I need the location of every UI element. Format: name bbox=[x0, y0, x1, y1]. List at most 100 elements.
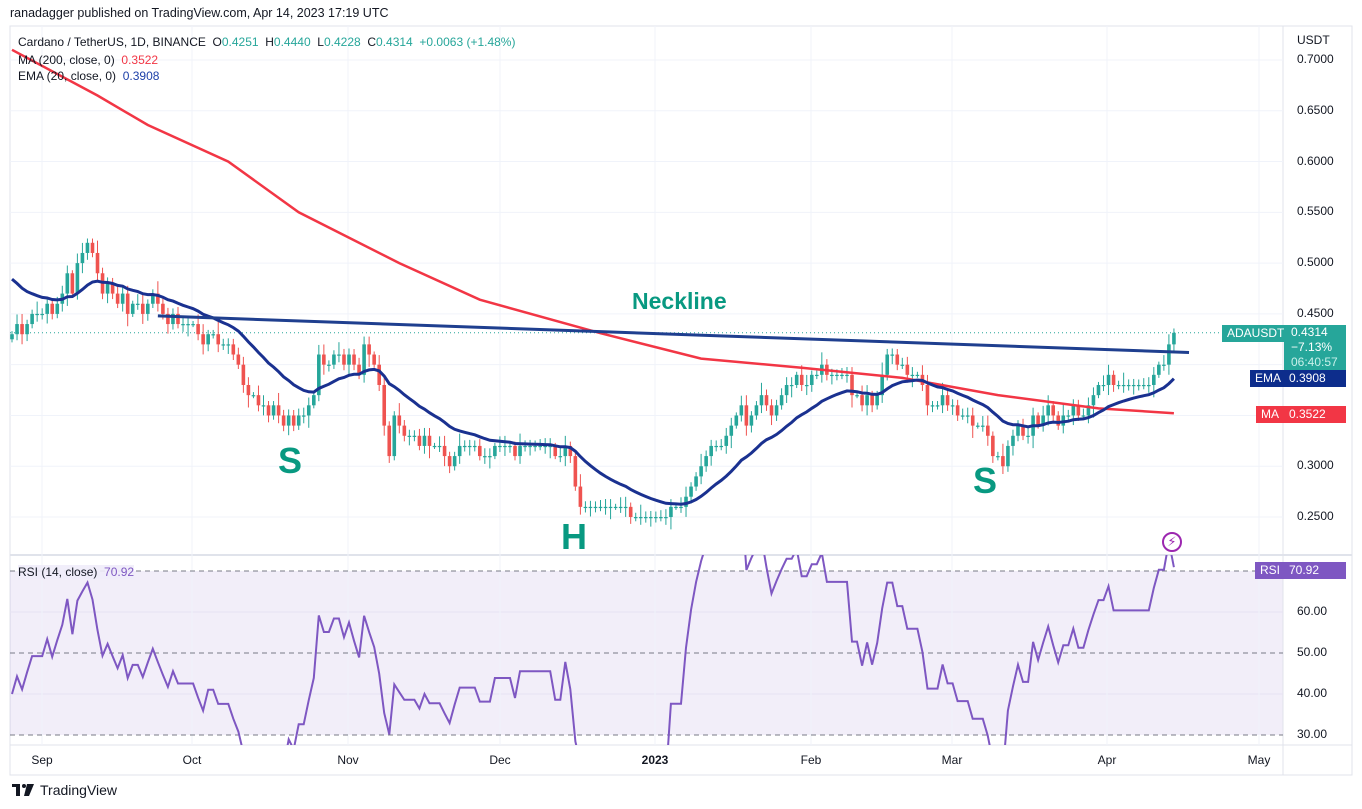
candle bbox=[467, 439, 472, 456]
candle-body bbox=[1146, 384, 1151, 387]
candle bbox=[110, 277, 115, 300]
candle-body bbox=[1106, 374, 1111, 385]
candle bbox=[95, 240, 100, 282]
candle-body bbox=[236, 354, 241, 365]
time-axis-label: Mar bbox=[941, 753, 963, 767]
price-axis-tick: 0.6000 bbox=[1297, 153, 1334, 168]
price-axis-tick: 0.2500 bbox=[1297, 509, 1334, 524]
candle bbox=[191, 321, 195, 328]
candle bbox=[503, 435, 507, 456]
ema-legend[interactable]: EMA (20, close, 0) 0.3908 bbox=[18, 69, 159, 83]
candle bbox=[1096, 381, 1101, 399]
candle-body bbox=[608, 506, 613, 509]
candle-body bbox=[1096, 384, 1101, 396]
candle-body bbox=[55, 303, 60, 314]
candle-body bbox=[110, 283, 115, 294]
candle-body bbox=[477, 445, 482, 457]
candle bbox=[15, 314, 19, 341]
candle-body bbox=[769, 405, 774, 416]
tradingview-logo[interactable]: TradingView bbox=[12, 782, 117, 798]
close-value: 0.4314 bbox=[376, 35, 413, 49]
candle bbox=[1001, 443, 1005, 475]
candle-body bbox=[1046, 405, 1050, 416]
ma-legend[interactable]: MA (200, close, 0) 0.3522 bbox=[18, 53, 158, 67]
candle bbox=[327, 360, 331, 372]
candle-body bbox=[40, 313, 44, 316]
candle-body bbox=[427, 435, 432, 446]
candle bbox=[120, 285, 125, 312]
candle bbox=[352, 349, 356, 371]
candle bbox=[1111, 370, 1116, 392]
candle bbox=[1162, 355, 1166, 371]
candle-body bbox=[382, 384, 387, 426]
candle bbox=[578, 474, 583, 515]
rsi-legend[interactable]: RSI (14, close) 70.92 bbox=[18, 565, 135, 579]
candle-body bbox=[151, 293, 155, 304]
candle bbox=[950, 399, 955, 415]
tradingview-logo-text: TradingView bbox=[40, 782, 118, 798]
candle-body bbox=[1167, 344, 1171, 365]
candle bbox=[588, 500, 593, 517]
candle-body bbox=[980, 425, 985, 427]
candle-body bbox=[955, 405, 960, 416]
candle-body bbox=[905, 364, 910, 375]
candle bbox=[1172, 328, 1176, 352]
candle-body bbox=[156, 293, 160, 304]
candle-body bbox=[387, 425, 392, 457]
candle-body bbox=[120, 293, 125, 304]
candle bbox=[171, 308, 175, 330]
candle bbox=[1167, 334, 1171, 375]
candle bbox=[804, 374, 809, 396]
candle-body bbox=[553, 445, 558, 457]
candle bbox=[65, 265, 70, 306]
candle-body bbox=[533, 445, 537, 448]
candle-body bbox=[216, 334, 221, 345]
candle bbox=[623, 496, 628, 517]
symbol-name[interactable]: Cardano / TetherUS, 1D, BINANCE bbox=[18, 35, 206, 49]
candle bbox=[266, 400, 271, 423]
candle bbox=[488, 448, 492, 469]
candle bbox=[930, 400, 935, 413]
candle-body bbox=[35, 313, 39, 316]
candle bbox=[714, 440, 718, 452]
candle bbox=[40, 308, 44, 320]
candle-body bbox=[231, 344, 236, 355]
rsi-tag-name: RSI bbox=[1255, 562, 1286, 579]
time-axis-label: Apr bbox=[1097, 753, 1117, 767]
ema-tag-value: 0.3908 bbox=[1284, 370, 1346, 387]
last-change-pct: −7.13% bbox=[1291, 340, 1333, 354]
candle-body bbox=[578, 486, 583, 507]
candle bbox=[1121, 372, 1126, 393]
candle-body bbox=[135, 303, 140, 305]
candle bbox=[986, 415, 990, 446]
rsi-axis-tick: 50.00 bbox=[1297, 645, 1328, 659]
candle bbox=[427, 428, 432, 459]
main-pane bbox=[10, 48, 1283, 530]
ema20-line bbox=[11, 277, 1175, 506]
candle bbox=[840, 367, 844, 380]
candle bbox=[769, 399, 774, 426]
candle-body bbox=[1152, 374, 1156, 385]
candle bbox=[759, 382, 764, 414]
candle-body bbox=[950, 405, 955, 407]
candle bbox=[955, 399, 960, 421]
candle-body bbox=[986, 425, 990, 436]
candle-body bbox=[392, 415, 397, 457]
candle-body bbox=[759, 395, 764, 406]
candle-body bbox=[352, 354, 356, 365]
candle-body bbox=[206, 334, 210, 345]
candle-body bbox=[1076, 405, 1081, 416]
candle-body bbox=[266, 405, 271, 416]
candle-body bbox=[865, 395, 869, 406]
rsi-band bbox=[10, 571, 1283, 735]
price-axis-currency: USDT bbox=[1297, 33, 1330, 47]
candle-body bbox=[900, 364, 905, 366]
candle bbox=[337, 342, 341, 363]
lightning-icon[interactable]: ⚡︎ bbox=[1162, 532, 1182, 552]
candle-body bbox=[523, 445, 527, 448]
candle-body bbox=[281, 415, 286, 426]
candle bbox=[518, 433, 522, 464]
candle bbox=[583, 501, 588, 513]
candle-body bbox=[623, 506, 628, 509]
